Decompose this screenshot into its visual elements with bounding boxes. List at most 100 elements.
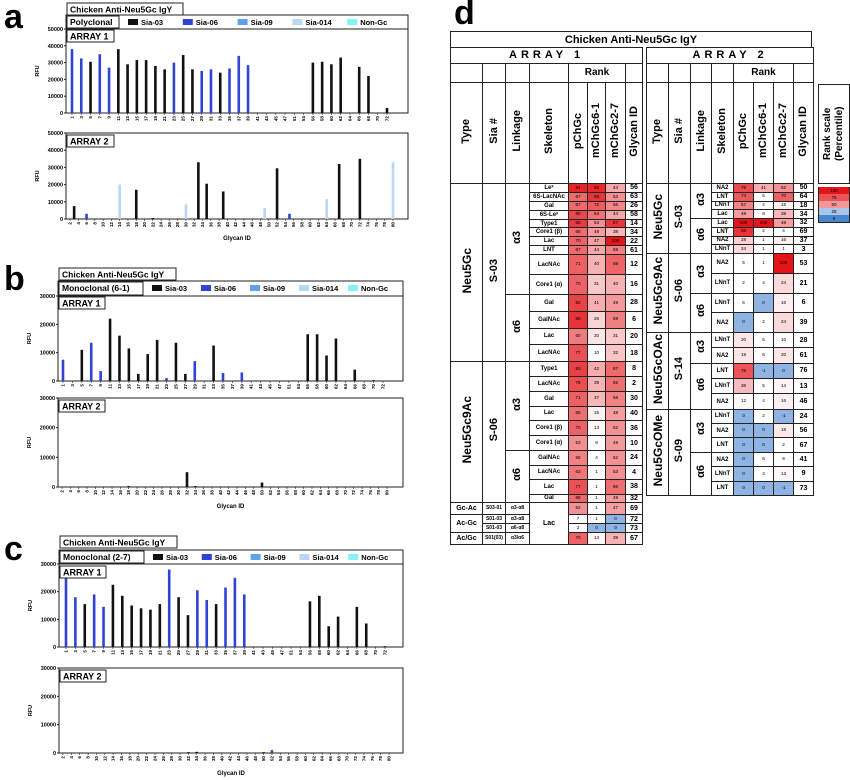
x-tick-label: 66 [326, 490, 331, 496]
rank-scale-legend: Rank scale (Percentile) 100 75 50 25 0 [818, 84, 850, 223]
x-tick-label: 66 [354, 650, 359, 656]
y-tick-label: 20000 [41, 694, 56, 700]
x-tick-label: 31 [208, 116, 213, 122]
rank-value: 2 [753, 226, 774, 237]
bar [330, 64, 333, 113]
bar [181, 55, 185, 113]
x-tick-label: 28 [175, 222, 180, 228]
x-tick-label: 43 [261, 650, 266, 656]
x-tick-label: 2 [68, 222, 73, 225]
rank-value: 44 [605, 209, 626, 220]
bar [357, 66, 361, 113]
rank-value: 15 [773, 200, 794, 211]
rank-scale-level: 100 [818, 187, 850, 194]
x-tick-label: 27 [185, 650, 190, 656]
rank-value: 68 [568, 493, 588, 504]
rank-value: 44 [605, 183, 626, 193]
skeleton: Leˣ [529, 183, 569, 193]
column-header: mChGc2-7 [773, 82, 794, 184]
bar [327, 626, 331, 647]
bar [134, 189, 138, 219]
skeleton: LacNAc [529, 375, 569, 392]
rank-value: 39 [587, 375, 606, 392]
glycan-id: 16 [624, 274, 644, 296]
bar [337, 163, 341, 219]
x-tick-label: 18 [127, 756, 132, 762]
rank-value: 0 [733, 408, 754, 425]
sialic-type-text: Neu5Gc9Ac [650, 257, 665, 325]
chart-title: Chicken Anti-Neu5Gc IgY [70, 5, 173, 15]
rank-value: 12 [733, 393, 754, 410]
sia-number-text: S-14 [673, 357, 685, 381]
y-tick-label: 10000 [41, 723, 56, 729]
skeleton: LNT [529, 245, 569, 256]
rank-value: 82 [568, 294, 588, 312]
table-row: Neu5GcOAc S-14 α3 LNnT 20 5 10 28 [646, 332, 815, 410]
sialic-type: Neu5Gc [450, 183, 483, 362]
x-tick-label: 80 [385, 490, 390, 496]
sia-number: S01-03 [482, 514, 506, 525]
x-tick-label: 26 [160, 490, 165, 496]
plot-frame [58, 563, 404, 648]
x-tick-label: 60 [326, 650, 331, 656]
x-tick-label: 9 [101, 650, 106, 653]
rank-value: 4 [753, 200, 774, 211]
x-tick-label: 70 [345, 756, 350, 762]
x-tick-label: 64 [318, 490, 323, 496]
y-axis-label: RFU [27, 437, 33, 448]
rank-value: 2 [753, 312, 774, 334]
sia-number-text: S-06 [673, 279, 685, 303]
y-tick-label: 20000 [48, 183, 63, 189]
rank-value: 52 [568, 502, 588, 516]
table-row: Core1 (β) 70 13 52 36 [451, 420, 644, 437]
x-tick-label: 47 [279, 650, 284, 656]
bar [355, 606, 359, 647]
bar [325, 199, 329, 219]
rank-value: 41 [753, 183, 774, 193]
bar [224, 587, 227, 647]
chart-title-box [59, 535, 178, 549]
bar [184, 204, 188, 219]
bar [383, 646, 387, 647]
glycan-id: 64 [792, 191, 815, 202]
table-row: NA2 0 0 18 56 [647, 423, 815, 439]
plot-frame [65, 132, 409, 220]
table-row: Neu5Gc S-03 α3 Leˣ 94 92 44 56 [450, 182, 644, 362]
x-tick-label: 48 [251, 490, 256, 496]
x-tick-label: 2 [60, 490, 65, 493]
rank-value: 1 [587, 514, 606, 525]
x-tick-label: 15 [129, 650, 134, 656]
x-tick-label: 56 [286, 756, 291, 762]
x-tick-label: 51 [286, 384, 291, 390]
sia-number-text: S-06 [487, 418, 500, 442]
glycan-id: 58 [624, 209, 644, 220]
bar [61, 359, 65, 381]
subtitle-box [58, 281, 144, 296]
table-row: α6 Lac 100 100 48 32 [647, 218, 815, 254]
x-tick-label: 31 [204, 650, 209, 656]
rank-value: 44 [587, 245, 606, 256]
chart-title: Chicken Anti-Neu5Gc IgY [62, 270, 165, 280]
rank-value: 70 [773, 191, 794, 202]
skeleton: Core1 (β) [529, 420, 569, 437]
x-tick-label: 58 [317, 650, 322, 656]
rank-value: 0 [773, 362, 794, 380]
x-tick-label: 46 [250, 222, 255, 228]
bar [139, 608, 143, 647]
rank-scale-level: 75 [818, 194, 850, 201]
column-header: Sia # [668, 82, 691, 184]
array1-table: ARRAY 1 Rank Type Sia # Linkage Skeleton pChGc… [449, 47, 644, 546]
x-tick-label: 72 [353, 756, 358, 762]
glycan-id: 67 [792, 437, 815, 453]
bar [130, 605, 133, 647]
sia-number-text: S-03 [487, 258, 500, 283]
glycan-id: 4 [624, 464, 644, 481]
chart-title: Chicken Anti-Neu5Gc IgY [63, 538, 166, 548]
rank-value: 70 [568, 532, 588, 546]
y-tick-label: 0 [52, 379, 55, 385]
column-header: Glycan ID [624, 82, 644, 184]
table-row: LNT 0 0 2 67 [647, 437, 815, 453]
x-tick-label: 60 [301, 490, 306, 496]
